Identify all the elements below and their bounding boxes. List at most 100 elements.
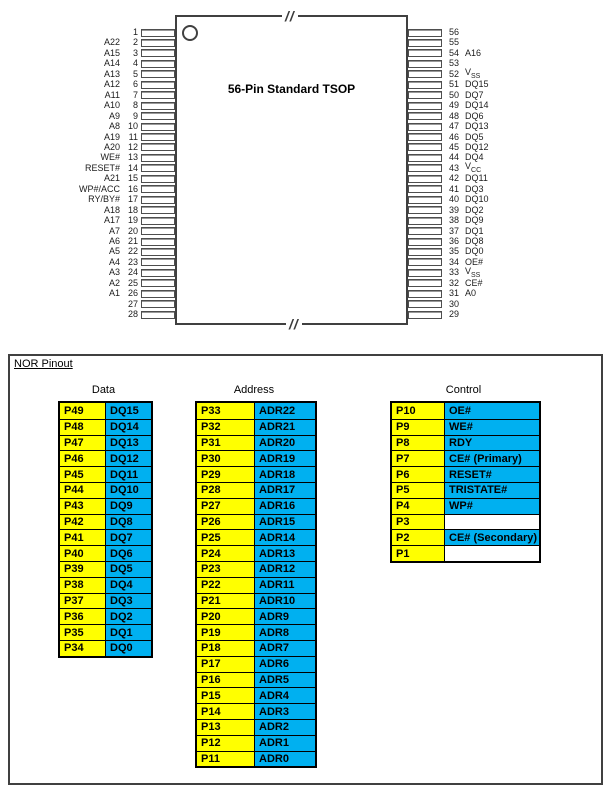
signal-cell: DQ8 [106, 514, 151, 530]
signal-cell: DQ2 [106, 609, 151, 625]
pin-label: A14 [103, 58, 120, 69]
pin-number: 37 [448, 225, 459, 236]
pin-label: WE# [100, 152, 120, 163]
left-pin-row: 1 [0, 27, 138, 37]
pin-number: 46 [448, 131, 459, 142]
table-row: P31 ADR20 [197, 434, 315, 451]
right-pin-row: 45 DQ12 [446, 142, 606, 152]
pin-cell: P41 [60, 530, 106, 546]
right-pin-row: 52 VSS [446, 67, 606, 80]
pin-label: VCC [465, 161, 482, 175]
table-control: P10 OE# P9 WE# P8 RDY P7 CE# (Primary) P6 RESET# P… [390, 401, 541, 563]
pin-number: 1 [132, 27, 138, 37]
pin-cell: P22 [197, 577, 255, 593]
pin-label: DQ1 [465, 225, 484, 236]
pin-rect [141, 279, 175, 288]
pin-number: 4 [132, 58, 138, 69]
pin-label: DQ13 [465, 121, 489, 132]
table-row: P24 ADR13 [197, 545, 315, 561]
pin-number: 35 [448, 246, 459, 257]
left-pin-row: A11 7 [0, 90, 138, 100]
pin-rect [408, 70, 442, 79]
pin-number: 47 [448, 121, 459, 132]
table-row: P5 TRISTATE# [392, 481, 539, 498]
table-row: P11 ADR0 [197, 750, 315, 767]
signal-cell: ADR6 [255, 656, 315, 672]
left-pin-row: 27 [0, 299, 138, 309]
left-pin-row: 28 [0, 309, 138, 319]
pin-number: 55 [448, 37, 459, 48]
pin-label: A11 [104, 89, 120, 100]
signal-cell: ADR13 [255, 546, 315, 561]
signal-cell: ADR18 [255, 467, 315, 482]
pin-number: 29 [448, 309, 459, 320]
pin-cell: P35 [60, 625, 106, 640]
pin-label: A0 [465, 288, 477, 299]
left-pin-row: RESET# 14 [0, 163, 138, 173]
pin-rect [141, 101, 175, 110]
pin-label: DQ8 [465, 236, 484, 246]
signal-cell: DQ15 [106, 403, 151, 419]
signal-cell: ADR8 [255, 625, 315, 640]
table-row: P27 ADR16 [197, 497, 315, 514]
pin-rect [408, 153, 442, 162]
table-row: P45 DQ11 [60, 466, 151, 482]
pin-rect [408, 164, 442, 173]
pin-cell: P31 [197, 435, 255, 451]
left-pin-row: A19 11 [0, 132, 138, 142]
pin-number: 21 [127, 236, 138, 246]
signal-cell: DQ9 [106, 498, 151, 514]
pin-rect [408, 310, 442, 319]
table-row: P38 DQ4 [60, 576, 151, 593]
table-row: P12 ADR1 [197, 734, 315, 751]
pin-cell: P30 [197, 451, 255, 467]
signal-cell: ADR16 [255, 498, 315, 514]
section-title: NOR Pinout [14, 358, 73, 370]
pin-number: 34 [448, 256, 459, 267]
table-row: P7 CE# (Primary) [392, 450, 539, 467]
table-row: P15 ADR4 [197, 687, 315, 704]
signal-cell: WE# [445, 419, 539, 435]
pin-number: 2 [132, 37, 138, 48]
pin-rect [408, 258, 442, 267]
table-row: P9 WE# [392, 418, 539, 435]
right-pin-row: 34 OE# [446, 257, 606, 267]
pin-cell: P44 [60, 482, 106, 498]
left-pin-row: WE# 13 [0, 152, 138, 162]
signal-cell: ADR11 [255, 577, 315, 593]
signal-cell: ADR21 [255, 419, 315, 435]
pin-rect [408, 91, 442, 100]
pin-number: 3 [132, 47, 138, 58]
pin-number: 6 [132, 79, 138, 90]
pin-rect [141, 206, 175, 215]
right-pin-row: 43 VCC [446, 161, 606, 175]
pin-cell: P11 [197, 751, 255, 767]
pin-label: A8 [108, 121, 120, 132]
table-row: P32 ADR21 [197, 418, 315, 435]
table-row: P33 ADR22 [197, 403, 315, 419]
pin-rect [408, 279, 442, 288]
pin-label: CE# [465, 277, 483, 288]
pin-rect [141, 153, 175, 162]
pin-cell: P38 [60, 577, 106, 593]
signal-cell: DQ5 [106, 561, 151, 577]
pin-label: A9 [108, 110, 120, 121]
pin-cell: P10 [392, 403, 445, 419]
pin-label: DQ4 [465, 152, 484, 163]
signal-cell: ADR14 [255, 530, 315, 546]
pin-number: 15 [127, 173, 138, 184]
signal-cell: ADR9 [255, 609, 315, 625]
chip-body [175, 15, 408, 325]
right-pin-row: 29 [446, 309, 606, 319]
pin-cell: P12 [197, 735, 255, 751]
table-row: P48 DQ14 [60, 418, 151, 435]
pin-rect [408, 174, 442, 183]
pin-rect [141, 300, 175, 309]
pin-label: A19 [103, 131, 120, 142]
signal-cell [445, 546, 539, 561]
pin-number: 28 [127, 309, 138, 320]
pin-label: A16 [465, 47, 482, 58]
signal-cell: RDY [445, 435, 539, 451]
signal-cell: DQ12 [106, 451, 151, 467]
table-header-address: Address [233, 384, 275, 396]
